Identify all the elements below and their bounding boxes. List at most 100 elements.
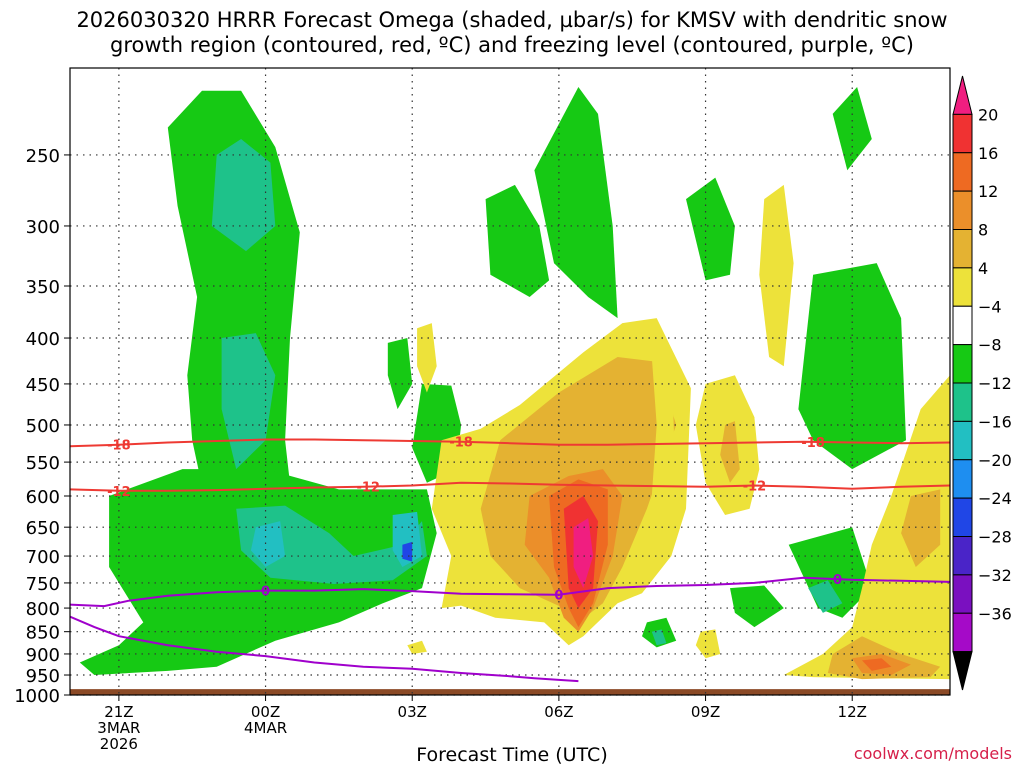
omega-region-17 [808, 580, 843, 613]
site-credit: coolwx.com/models [853, 744, 1012, 763]
omega-region-28 [407, 640, 427, 654]
x-axis-title: Forecast Time (UTC) [416, 744, 608, 766]
omega-region-7 [402, 541, 413, 562]
contour-line-1 [70, 481, 950, 492]
y-tick-label-650: 650 [26, 518, 60, 539]
omega-region-3 [79, 469, 437, 675]
colorbar-label-5: −4 [978, 297, 1002, 316]
contour-label-0-1: -18 [449, 436, 473, 451]
omega-region-12 [686, 177, 735, 281]
chart-title-line-1: 2026030320 HRRR Forecast Omega (shaded, … [76, 8, 948, 32]
contour-line-2 [70, 576, 950, 608]
y-tick-label-850: 850 [26, 623, 60, 644]
omega-colorbar: 20 16 12 8 4 −4 −8 −12 −16 −20 −24 −28 −32 −36 [952, 75, 1012, 691]
colorbar-bin-7 [952, 344, 973, 384]
colorbar-bin-14 [952, 612, 973, 653]
contour-label-1-0: -12 [107, 485, 131, 500]
y-tick-label-900: 900 [26, 645, 60, 666]
colorbar-label-0: 20 [978, 105, 998, 124]
contour-label-0-2: -18 [801, 436, 825, 451]
contour-line-0 [70, 438, 950, 448]
colorbar-bin-10 [952, 459, 973, 499]
colorbar-bin-13 [952, 574, 973, 614]
omega-region-9 [387, 338, 413, 410]
x-tick-label-3-0: 00Z [251, 703, 280, 721]
colorbar-bin-4 [952, 229, 973, 269]
ground-fill [70, 689, 950, 695]
colorbar-label-12: −32 [978, 566, 1012, 585]
plot-frame [69, 67, 951, 696]
omega-region-27 [417, 323, 437, 393]
x-tick-label-0-0: 21Z [104, 703, 133, 721]
y-tick-label-1000: 1000 [14, 686, 60, 707]
contour-label-2-0: 0 [261, 585, 270, 600]
colorbar-label-13: −36 [978, 604, 1012, 623]
colorbar-bin-11 [952, 497, 973, 537]
x-tick-label-3-1: 4MAR [244, 719, 287, 737]
omega-region-6 [392, 511, 422, 567]
contour-label-0-0: -18 [107, 439, 131, 454]
omega-region-2 [221, 333, 276, 470]
colorbar-bin-5 [952, 267, 973, 307]
colorbar-bin-3 [952, 190, 973, 230]
omega-region-14 [798, 263, 906, 470]
x-tick-label-15-0: 12Z [838, 703, 867, 721]
colorbar-label-1: 16 [978, 144, 998, 163]
plot-grid [70, 68, 950, 696]
contour-label-2-1: 0 [554, 589, 563, 604]
colorbar-bin-8 [952, 382, 973, 422]
x-tick-label-12-0: 09Z [691, 703, 720, 721]
omega-region-10 [485, 184, 550, 297]
omega-region-29 [651, 357, 677, 522]
colorbar-label-8: −16 [978, 412, 1012, 431]
x-tick-label-6-0: 03Z [398, 703, 427, 721]
omega-shaded-regions [79, 87, 950, 680]
y-tick-label-350: 350 [26, 277, 60, 298]
colorbar-label-11: −28 [978, 528, 1012, 547]
y-tick-label-250: 250 [26, 146, 60, 167]
colorbar-label-7: −12 [978, 374, 1012, 393]
omega-region-32 [759, 184, 794, 367]
y-tick-label-300: 300 [26, 217, 60, 238]
colorbar-label-9: −20 [978, 451, 1012, 470]
y-tick-label-400: 400 [26, 329, 60, 350]
colorbar-bin-6 [952, 305, 973, 346]
y-tick-label-450: 450 [26, 375, 60, 396]
chart-title-line-2: growth region (contoured, red, ºC) and f… [110, 33, 914, 57]
y-tick-label-700: 700 [26, 547, 60, 568]
x-tick-label-0-2: 2026 [100, 735, 138, 753]
y-tick-label-600: 600 [26, 487, 60, 508]
y-tick-label-750: 750 [26, 574, 60, 595]
colorbar-bin-12 [952, 536, 973, 576]
omega-region-20 [651, 629, 667, 646]
omega-region-13 [832, 87, 872, 171]
colorbar-label-6: −8 [978, 336, 1002, 355]
y-tick-label-500: 500 [26, 416, 60, 437]
omega-region-26 [573, 518, 594, 589]
omega-region-37 [862, 658, 892, 671]
colorbar-bin-9 [952, 420, 973, 461]
ground-terrain [70, 689, 950, 695]
temperature-contours: -18 -18 -18 -12 -12 -12 0 0 0 [70, 436, 950, 683]
y-tick-label-950: 950 [26, 666, 60, 687]
colorbar-bin-15 [952, 651, 973, 691]
y-tick-label-550: 550 [26, 453, 60, 474]
omega-region-33 [783, 375, 950, 680]
contour-label-1-2: -12 [743, 479, 767, 494]
omega-region-31 [720, 421, 740, 483]
colorbar-bin-0 [952, 75, 973, 115]
omega-region-11 [534, 87, 618, 319]
colorbar-label-4: 4 [978, 259, 988, 278]
omega-region-15 [730, 585, 784, 628]
omega-region-4 [236, 505, 427, 584]
contour-label-1-1: -12 [356, 481, 380, 496]
contour-label-2-2: 0 [833, 573, 842, 588]
colorbar-bin-1 [952, 113, 973, 154]
colorbar-label-2: 12 [978, 182, 998, 201]
x-tick-label-9-0: 06Z [544, 703, 573, 721]
omega-region-1 [211, 139, 276, 252]
contour-line-3 [70, 615, 579, 683]
x-tick-label-0-1: 3MAR [97, 719, 140, 737]
